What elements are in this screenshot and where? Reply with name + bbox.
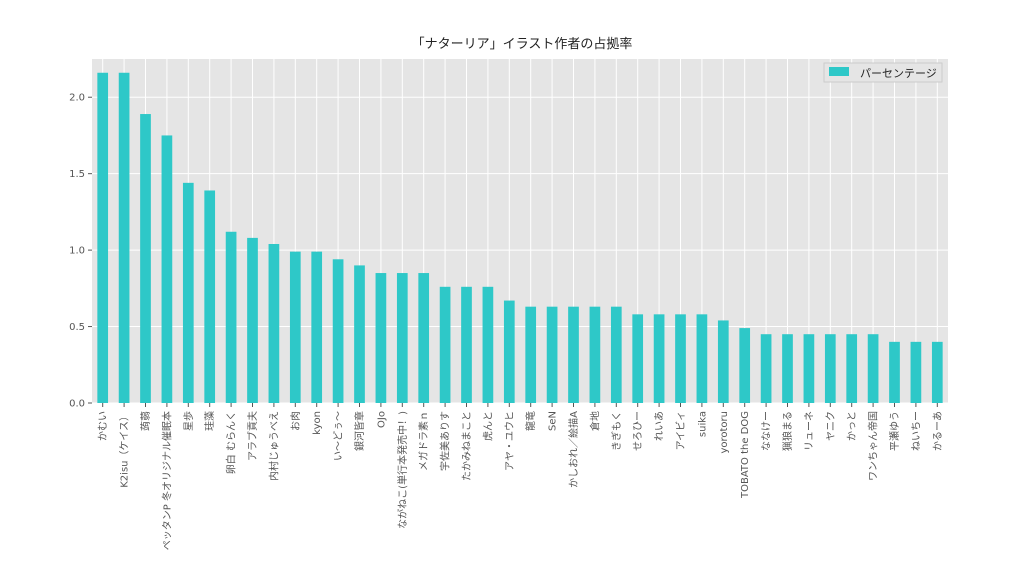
x-tick-label: アラブ貢夫 — [246, 411, 259, 461]
bar — [568, 306, 579, 403]
bar — [182, 182, 194, 403]
x-tick-label: OJo — [376, 411, 387, 428]
x-tick-label: 猟狼まる — [781, 411, 794, 451]
x-tick-label: yorotoru — [719, 411, 730, 454]
y-tick-label: 1.5 — [69, 169, 85, 180]
y-axis: 0.0 0.5 1.0 1.5 2.0 — [69, 93, 92, 410]
bar — [161, 135, 173, 403]
bar — [375, 273, 387, 403]
x-tick-label: ながねこ(単行本発売中！) — [396, 411, 409, 529]
x-tick-label: ねいちー — [910, 411, 922, 451]
bar — [610, 306, 622, 403]
x-tick-label: アヤ・ユウヒ — [504, 411, 516, 471]
bar — [632, 314, 644, 403]
bar — [782, 334, 793, 403]
x-tick-label: たかみねまこと — [461, 411, 473, 481]
bar — [846, 334, 858, 403]
bar — [739, 328, 751, 403]
x-tick-label: メガドラ素ｎ — [417, 411, 430, 471]
x-tick-label: リューネ — [803, 411, 815, 451]
bar-group — [97, 72, 943, 403]
bar — [675, 314, 686, 403]
bar — [803, 334, 815, 403]
x-tick-label: suika — [697, 411, 708, 437]
x-tick-label: ななけー — [761, 411, 773, 451]
legend-box — [823, 62, 943, 83]
bar — [418, 273, 430, 403]
x-tick-label: 卵白 むらんく — [225, 411, 238, 474]
x-tick-label: い～どぅ～ — [333, 411, 345, 461]
x-tick-label: 宇佐美ありす — [439, 411, 452, 471]
x-tick-label: かるーあ — [932, 411, 944, 451]
legend-label: パーセンテージ — [860, 67, 937, 80]
bar — [461, 286, 472, 403]
bar — [525, 306, 537, 403]
bar — [696, 314, 708, 403]
x-tick-label: SeN — [548, 411, 559, 431]
plot-area — [92, 59, 948, 403]
x-tick-label: ワンちゃん帝国 — [867, 411, 880, 481]
y-tick-label: 0.5 — [69, 322, 85, 333]
bar — [503, 300, 515, 403]
bar — [118, 72, 130, 403]
x-tick-label: 銀河皆章 — [353, 411, 366, 451]
x-tick-label: ヤニク — [825, 411, 837, 441]
x-tick-label: 龍竜 — [524, 411, 537, 431]
x-tick-label: 珪藻 — [203, 411, 216, 431]
x-tick-label: せろひー — [632, 411, 644, 451]
legend-swatch — [829, 67, 849, 76]
x-tick-label: 虎んと — [482, 411, 494, 441]
y-tick-label: 0.0 — [69, 399, 85, 410]
y-tick-label: 2.0 — [69, 93, 85, 104]
y-tick-label: 1.0 — [69, 246, 85, 257]
x-tick-label: kyon — [312, 411, 323, 435]
chart-title: 「ナターリア」イラスト作者の占拠率 — [412, 36, 633, 52]
bar — [97, 72, 109, 403]
bar — [225, 231, 237, 403]
bar — [311, 251, 323, 403]
bar — [760, 334, 772, 403]
bar — [247, 237, 258, 403]
bar — [546, 306, 558, 403]
x-tick-label: かしおれ／絵描A — [567, 411, 580, 488]
x-tick-label: 星歩 — [182, 411, 195, 431]
bar — [396, 273, 408, 403]
x-tick-label: 内村じゅうべえ — [267, 411, 280, 481]
bar — [354, 265, 365, 403]
bar — [717, 320, 729, 403]
bar — [867, 334, 879, 403]
bar — [140, 114, 151, 403]
bar — [439, 286, 451, 403]
bar — [889, 341, 900, 403]
x-tick-label: ペッタンP 冬オリジナル催眠本 — [160, 411, 173, 550]
bar — [204, 190, 216, 403]
x-tick-label: かっと — [846, 411, 858, 441]
x-tick-label: きぎもく — [610, 411, 623, 451]
bar — [824, 334, 836, 403]
x-tick-label: アイビィ — [675, 411, 687, 450]
x-tick-label: K2isu（ケイス） — [119, 411, 131, 488]
x-tick-label: れいあ — [654, 411, 666, 441]
bar — [289, 251, 301, 403]
bar — [332, 259, 344, 403]
bar — [931, 341, 943, 403]
bar — [910, 341, 922, 403]
x-tick-label: 平瀬ゆう — [889, 411, 901, 451]
x-tick-label: お肉 — [289, 411, 302, 431]
bar — [653, 314, 665, 403]
x-tick-label: TOBATO the DOG — [740, 411, 751, 499]
x-axis: かむい K2isu（ケイス） 蒟蒻 ペッタンP 冬オリジナル催眠本 星歩 珪藻 卵白 むらん… — [97, 403, 944, 550]
x-tick-label: 蒟蒻 — [139, 411, 152, 431]
legend: パーセンテージ — [823, 62, 943, 83]
bar — [482, 286, 494, 403]
x-tick-label: 倉地 — [588, 411, 601, 431]
bar — [268, 243, 280, 403]
bar — [589, 306, 601, 403]
x-tick-label: かむい — [97, 411, 109, 441]
